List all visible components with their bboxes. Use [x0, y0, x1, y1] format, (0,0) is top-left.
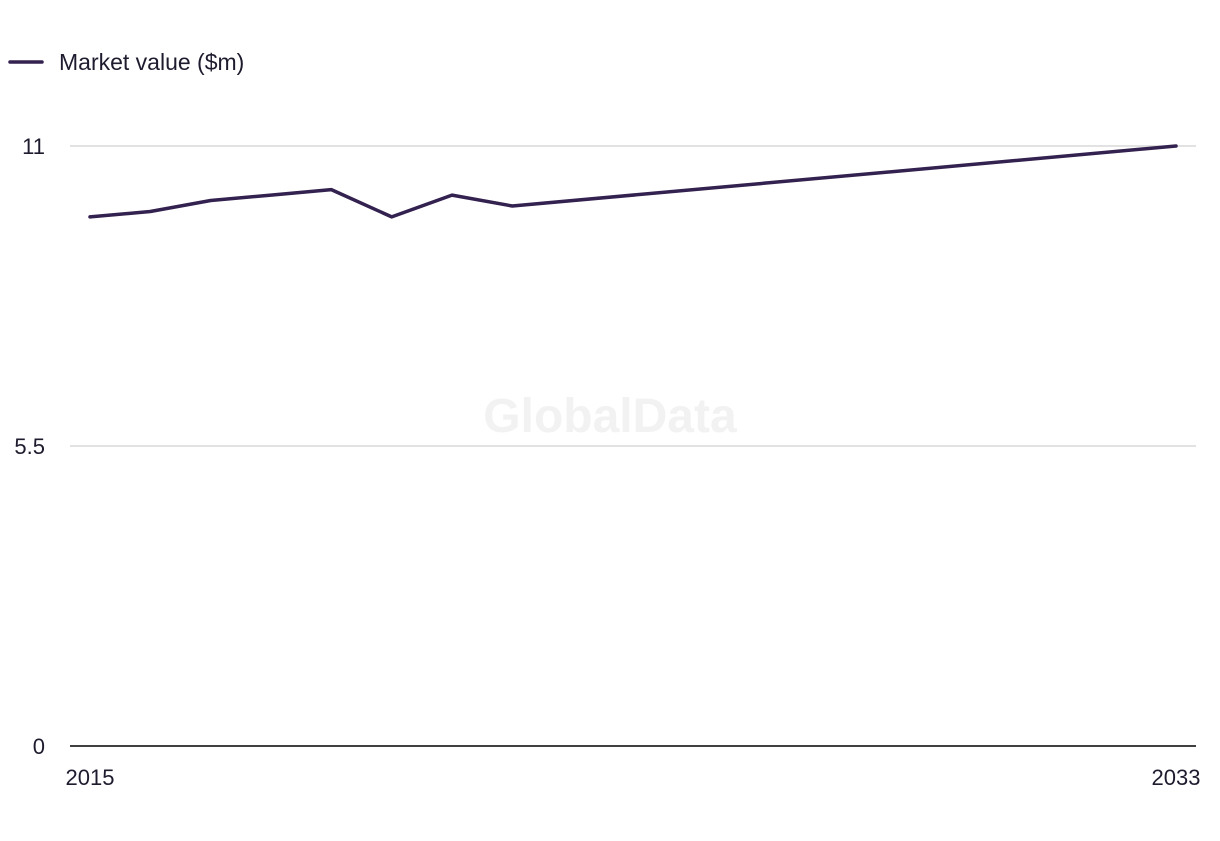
- series-line: [88, 144, 1178, 219]
- legend-label: Market value ($m): [59, 49, 244, 75]
- y-tick-label: 5.5: [14, 434, 45, 459]
- x-tick-label: 2033: [1152, 765, 1201, 790]
- series-layer: [88, 144, 1178, 219]
- y-axis-ticks: 0 5.5 11: [14, 134, 45, 759]
- gridlines: [70, 145, 1196, 447]
- watermark: GlobalData: [483, 390, 737, 443]
- legend: Market value ($m): [8, 49, 244, 75]
- x-tick-label: 2015: [66, 765, 115, 790]
- x-axis-ticks: 2015 2033: [66, 765, 1201, 790]
- y-tick-label: 11: [22, 134, 45, 159]
- y-tick-label: 0: [33, 734, 45, 759]
